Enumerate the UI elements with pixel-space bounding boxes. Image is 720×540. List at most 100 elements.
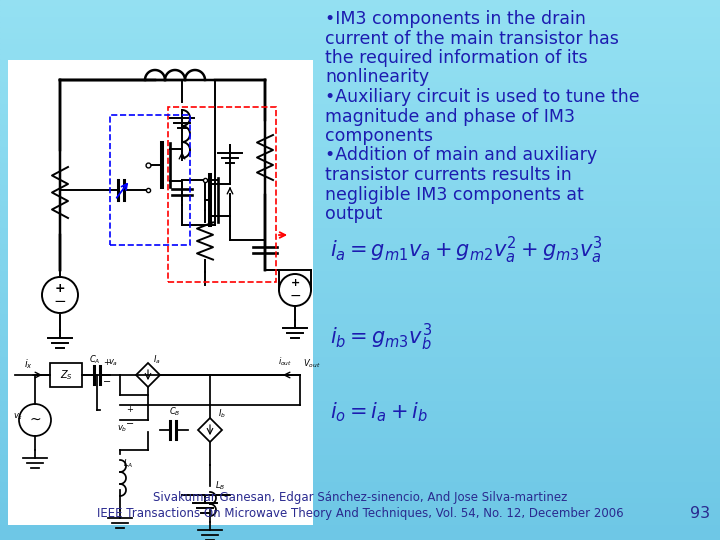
Bar <box>0 378 720 383</box>
Bar <box>0 286 720 292</box>
Text: $C_B$: $C_B$ <box>169 406 181 418</box>
Bar <box>0 194 720 200</box>
Text: $v_b$: $v_b$ <box>117 423 127 434</box>
Bar <box>0 227 720 232</box>
Bar <box>0 81 720 86</box>
Bar <box>0 367 720 373</box>
Bar <box>110 115 190 245</box>
Bar <box>0 437 720 443</box>
Bar <box>0 140 720 146</box>
Bar <box>0 200 720 205</box>
Text: $I_a$: $I_a$ <box>153 353 161 366</box>
Text: •Auxiliary circuit is used to tune the: •Auxiliary circuit is used to tune the <box>325 88 639 106</box>
Text: transistor currents results in: transistor currents results in <box>325 166 572 184</box>
Bar <box>0 92 720 97</box>
Bar <box>0 5 720 11</box>
Bar <box>0 405 720 410</box>
Bar <box>0 86 720 92</box>
Bar <box>0 313 720 319</box>
Bar <box>0 486 720 491</box>
Text: $C_A$: $C_A$ <box>89 353 101 366</box>
Bar <box>0 124 720 130</box>
Text: −: − <box>289 289 301 303</box>
Bar <box>0 475 720 481</box>
Text: IEEE Transactions On Microwave Theory And Techniques, Vol. 54, No. 12, December : IEEE Transactions On Microwave Theory An… <box>96 508 624 521</box>
Bar <box>0 513 720 518</box>
Bar <box>0 481 720 486</box>
Bar <box>0 535 720 540</box>
Bar <box>0 383 720 389</box>
Bar <box>0 43 720 49</box>
Text: negligible IM3 components at: negligible IM3 components at <box>325 186 584 204</box>
Text: $v_a$: $v_a$ <box>108 358 118 368</box>
Bar <box>0 302 720 308</box>
Bar <box>0 518 720 524</box>
Text: components: components <box>325 127 433 145</box>
Bar <box>0 248 720 254</box>
Bar <box>0 443 720 448</box>
Text: $i_b = g_{m3}v_b^3$: $i_b = g_{m3}v_b^3$ <box>330 322 432 353</box>
Bar <box>0 119 720 124</box>
Bar <box>0 459 720 464</box>
Text: +: + <box>55 281 66 294</box>
Bar <box>0 108 720 113</box>
Text: Sivakumar Ganesan, Edgar Sánchez-sinencio, And Jose Silva-martinez: Sivakumar Ganesan, Edgar Sánchez-sinenci… <box>153 491 567 504</box>
Text: the required information of its: the required information of its <box>325 49 588 67</box>
Bar <box>0 167 720 173</box>
Text: $L_B$: $L_B$ <box>215 479 225 491</box>
Bar <box>0 502 720 508</box>
Bar <box>0 22 720 27</box>
Bar <box>0 65 720 70</box>
Bar <box>0 464 720 470</box>
Bar <box>0 448 720 454</box>
Bar <box>0 421 720 427</box>
Bar <box>0 178 720 184</box>
Bar <box>0 243 720 248</box>
Bar <box>0 324 720 329</box>
Bar <box>0 373 720 378</box>
Bar <box>0 356 720 362</box>
Text: $V_{out}$: $V_{out}$ <box>303 358 320 370</box>
Text: $Z_S$: $Z_S$ <box>60 368 73 382</box>
Bar <box>0 27 720 32</box>
Bar <box>0 416 720 421</box>
Bar <box>0 135 720 140</box>
Bar <box>0 97 720 103</box>
Text: output: output <box>325 205 382 223</box>
Bar <box>0 362 720 367</box>
Bar <box>0 491 720 497</box>
Bar <box>0 410 720 416</box>
Bar <box>0 470 720 475</box>
Text: $i_a = g_{m1}v_a + g_{m2}v_a^2 + g_{m3}v_a^3$: $i_a = g_{m1}v_a + g_{m2}v_a^2 + g_{m3}v… <box>330 235 603 266</box>
Bar <box>0 351 720 356</box>
Bar <box>0 292 720 297</box>
Bar <box>0 146 720 151</box>
Text: 93: 93 <box>690 507 710 522</box>
Text: +: + <box>127 405 133 414</box>
Bar <box>0 335 720 340</box>
Bar <box>0 389 720 394</box>
Bar <box>0 38 720 43</box>
Bar <box>0 259 720 265</box>
Bar <box>0 270 720 275</box>
Bar <box>0 297 720 302</box>
Bar <box>0 394 720 400</box>
Bar <box>0 346 720 351</box>
Bar <box>0 265 720 270</box>
Text: nonlinearity: nonlinearity <box>325 69 429 86</box>
Text: $i_{out}$: $i_{out}$ <box>278 356 292 368</box>
Bar <box>0 70 720 76</box>
Bar <box>0 49 720 54</box>
Bar <box>0 59 720 65</box>
Bar <box>0 238 720 243</box>
Bar <box>0 184 720 189</box>
Bar <box>0 130 720 135</box>
Text: $I_b$: $I_b$ <box>218 408 226 421</box>
Bar <box>0 232 720 238</box>
Bar <box>0 173 720 178</box>
Text: magnitude and phase of IM3: magnitude and phase of IM3 <box>325 107 575 125</box>
Bar <box>0 400 720 405</box>
Bar <box>0 319 720 324</box>
Bar <box>0 340 720 346</box>
Bar <box>0 211 720 216</box>
